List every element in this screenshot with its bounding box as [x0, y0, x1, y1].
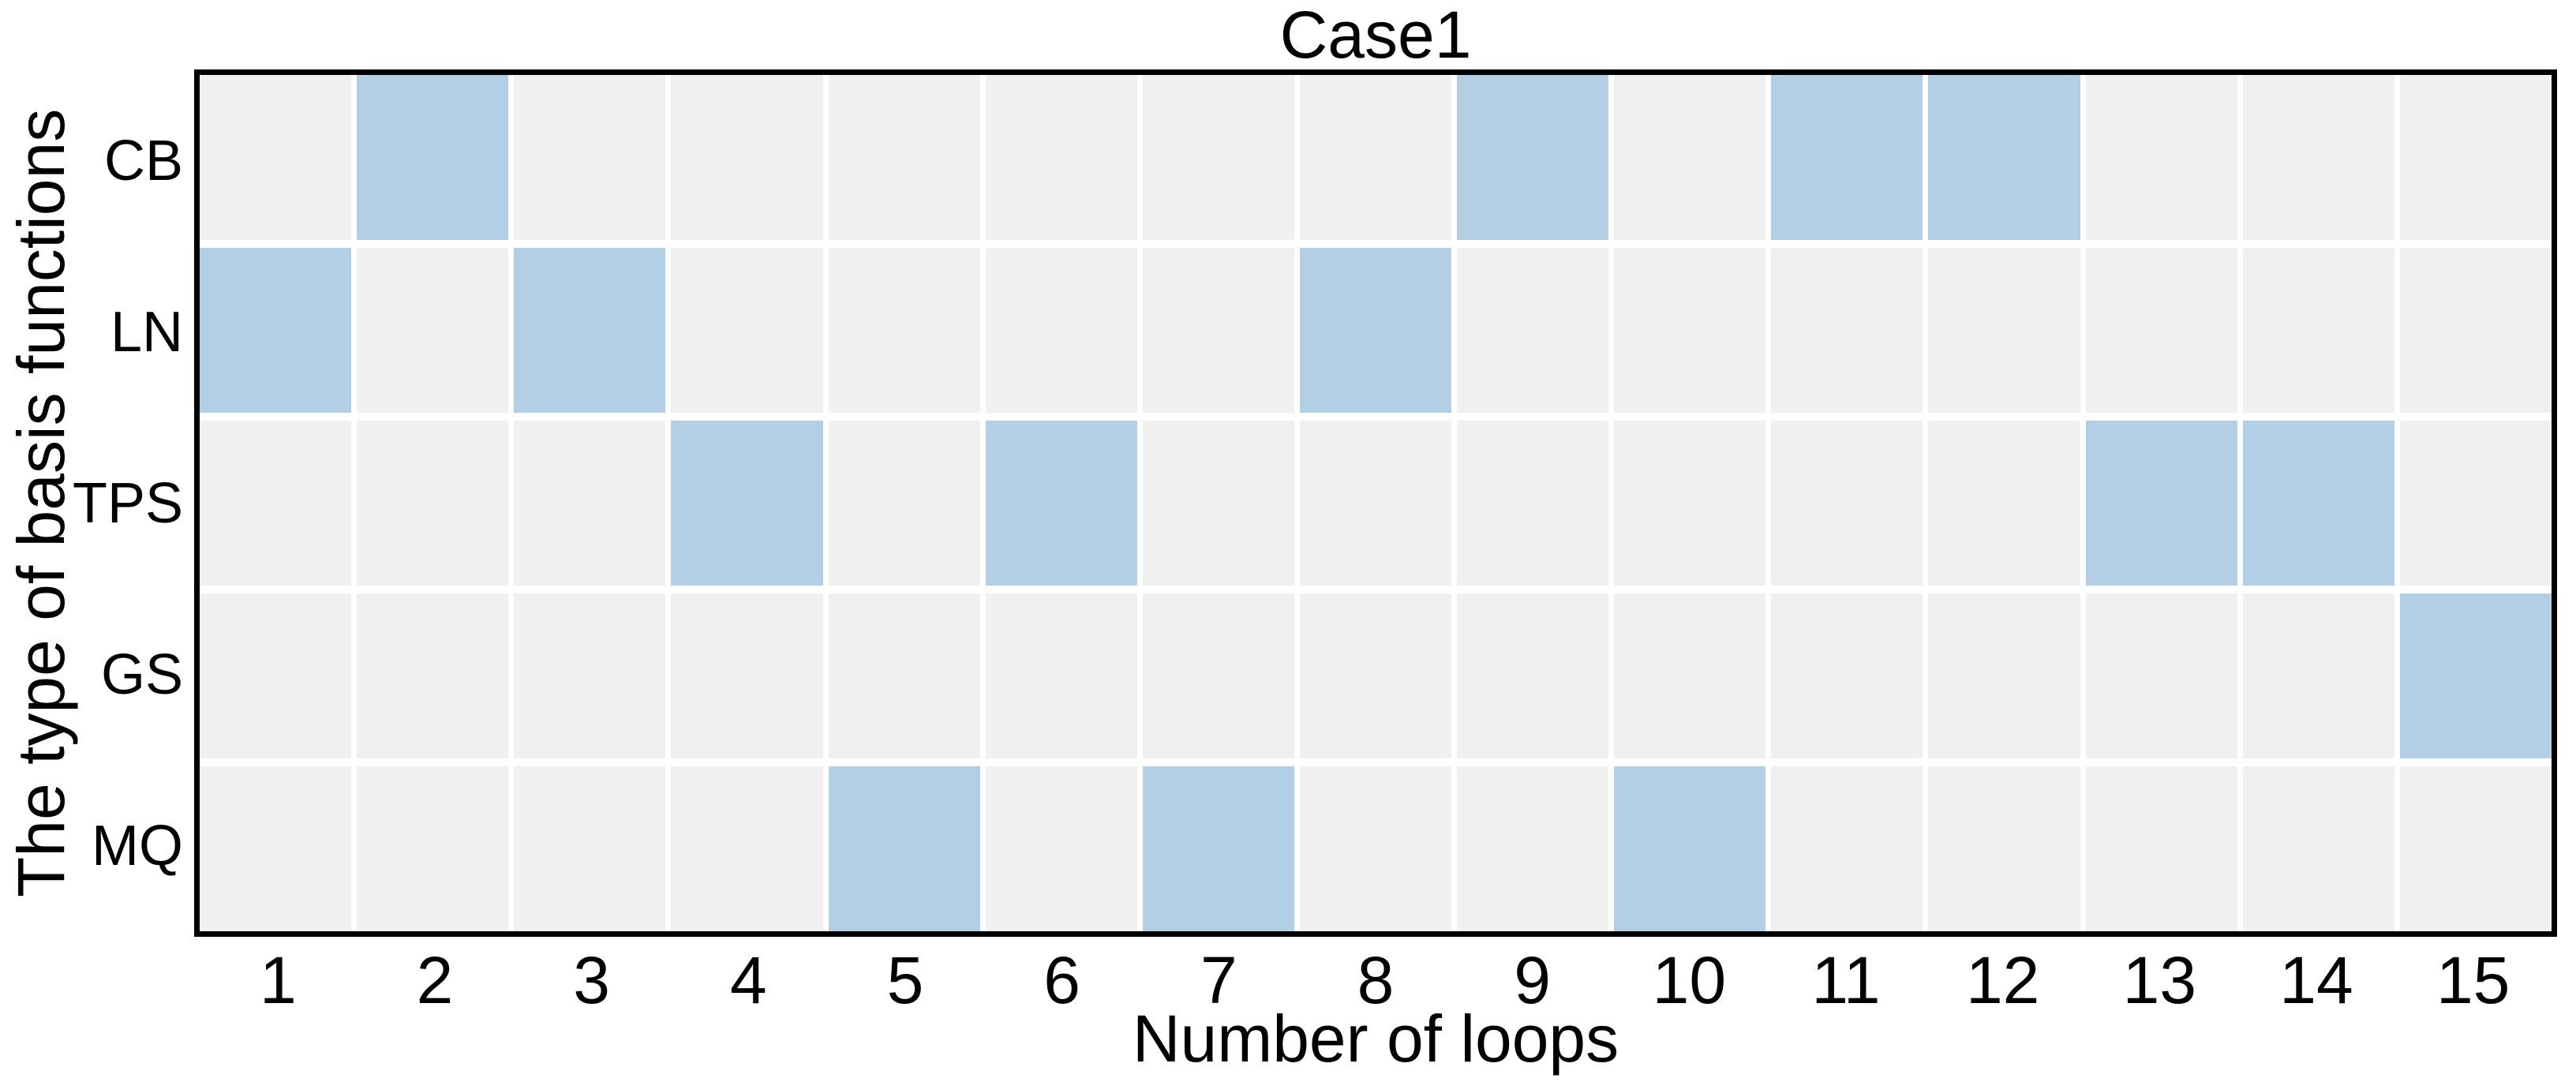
heatmap-cell-MQ-5 [828, 766, 980, 931]
heatmap-cell-GS-8 [1299, 593, 1452, 758]
heatmap-cell-MQ-9 [1457, 766, 1609, 931]
x-tick-label-1: 1 [259, 943, 297, 1017]
heatmap-cell-GS-6 [985, 593, 1137, 758]
x-tick-label-6: 6 [1043, 943, 1081, 1017]
heatmap-cell-GS-2 [357, 593, 509, 758]
heatmap-cell-CB-2 [357, 75, 509, 240]
x-tick-label-12: 12 [1965, 943, 2040, 1017]
heatmap-cell-CB-6 [985, 75, 1137, 240]
heatmap-cell-TPS-5 [828, 421, 980, 586]
x-tick-label-3: 3 [573, 943, 611, 1017]
heatmap-plot-area [194, 69, 2557, 937]
heatmap-cell-CB-8 [1299, 75, 1452, 240]
heatmap-cell-LN-13 [2085, 248, 2237, 413]
heatmap-cell-LN-15 [2399, 248, 2552, 413]
x-tick-label-7: 7 [1200, 943, 1237, 1017]
heatmap-cell-MQ-14 [2242, 766, 2394, 931]
x-tick-label-13: 13 [2122, 943, 2197, 1017]
x-tick-label-4: 4 [729, 943, 767, 1017]
x-tick-label-8: 8 [1357, 943, 1395, 1017]
heatmap-cell-TPS-1 [200, 421, 352, 586]
y-tick-label-LN: LN [110, 300, 183, 364]
y-tick-label-MQ: MQ [92, 814, 183, 878]
heatmap-cell-LN-14 [2242, 248, 2394, 413]
heatmap-cell-MQ-7 [1142, 766, 1294, 931]
heatmap-cell-LN-4 [671, 248, 823, 413]
heatmap-cell-CB-4 [671, 75, 823, 240]
heatmap-cell-TPS-12 [1928, 421, 2080, 586]
heatmap-cell-MQ-6 [985, 766, 1137, 931]
heatmap-cell-GS-15 [2399, 593, 2552, 758]
y-tick-label-TPS: TPS [72, 471, 183, 535]
heatmap-cell-GS-10 [1614, 593, 1766, 758]
heatmap-cell-MQ-4 [671, 766, 823, 931]
heatmap-cell-TPS-2 [357, 421, 509, 586]
heatmap-cell-TPS-7 [1142, 421, 1294, 586]
heatmap-cell-GS-4 [671, 593, 823, 758]
heatmap-cell-GS-5 [828, 593, 980, 758]
heatmap-cell-CB-7 [1142, 75, 1294, 240]
heatmap-cell-MQ-12 [1928, 766, 2080, 931]
heatmap-cell-LN-9 [1457, 248, 1609, 413]
heatmap-cell-TPS-14 [2242, 421, 2394, 586]
heatmap-cell-LN-10 [1614, 248, 1766, 413]
heatmap-cell-CB-13 [2085, 75, 2237, 240]
heatmap-cell-CB-10 [1614, 75, 1766, 240]
heatmap-cell-TPS-6 [985, 421, 1137, 586]
heatmap-cell-TPS-8 [1299, 421, 1452, 586]
heatmap-cell-LN-12 [1928, 248, 2080, 413]
heatmap-cell-LN-3 [514, 248, 666, 413]
heatmap-cell-LN-2 [357, 248, 509, 413]
x-tick-label-2: 2 [416, 943, 454, 1017]
heatmap-cell-LN-11 [1771, 248, 1923, 413]
heatmap-cell-CB-1 [200, 75, 352, 240]
heatmap-cell-MQ-2 [357, 766, 509, 931]
x-tick-label-5: 5 [886, 943, 924, 1017]
heatmap-cell-TPS-11 [1771, 421, 1923, 586]
x-tick-label-9: 9 [1514, 943, 1552, 1017]
x-tick-label-10: 10 [1652, 943, 1727, 1017]
heatmap-cell-GS-11 [1771, 593, 1923, 758]
heatmap-cell-MQ-3 [514, 766, 666, 931]
heatmap-cell-TPS-4 [671, 421, 823, 586]
heatmap-cell-GS-9 [1457, 593, 1609, 758]
heatmap-cell-GS-13 [2085, 593, 2237, 758]
heatmap-cell-CB-15 [2399, 75, 2552, 240]
heatmap-cell-CB-5 [828, 75, 980, 240]
chart-title: Case1 [1279, 0, 1472, 72]
heatmap-cell-MQ-11 [1771, 766, 1923, 931]
heatmap-cell-MQ-13 [2085, 766, 2237, 931]
heatmap-cell-TPS-9 [1457, 421, 1609, 586]
heatmap-cell-TPS-15 [2399, 421, 2552, 586]
heatmap-cell-TPS-10 [1614, 421, 1766, 586]
heatmap-cell-MQ-8 [1299, 766, 1452, 931]
heatmap-cell-LN-5 [828, 248, 980, 413]
y-tick-label-GS: GS [100, 642, 183, 706]
heatmap-cell-MQ-10 [1614, 766, 1766, 931]
heatmap-cell-CB-12 [1928, 75, 2080, 240]
heatmap-cell-TPS-3 [514, 421, 666, 586]
heatmap-cell-GS-12 [1928, 593, 2080, 758]
heatmap-cell-CB-9 [1457, 75, 1609, 240]
heatmap-cell-GS-3 [514, 593, 666, 758]
x-tick-label-15: 15 [2436, 943, 2510, 1017]
x-tick-label-14: 14 [2279, 943, 2353, 1017]
x-axis-label: Number of loops [1132, 1002, 1619, 1076]
heatmap-cell-CB-14 [2242, 75, 2394, 240]
heatmap-cell-GS-1 [200, 593, 352, 758]
heatmap-cell-LN-7 [1142, 248, 1294, 413]
heatmap-cell-GS-7 [1142, 593, 1294, 758]
heatmap-cell-LN-6 [985, 248, 1137, 413]
heatmap-cell-MQ-15 [2399, 766, 2552, 931]
heatmap-cell-GS-14 [2242, 593, 2394, 758]
heatmap-cell-CB-11 [1771, 75, 1923, 240]
heatmap-cell-LN-8 [1299, 248, 1452, 413]
heatmap-cell-LN-1 [200, 248, 352, 413]
y-tick-label-CB: CB [103, 129, 183, 193]
heatmap-cell-MQ-1 [200, 766, 352, 931]
heatmap-cell-TPS-13 [2085, 421, 2237, 586]
heatmap-cell-CB-3 [514, 75, 666, 240]
x-tick-label-11: 11 [1811, 943, 1881, 1017]
